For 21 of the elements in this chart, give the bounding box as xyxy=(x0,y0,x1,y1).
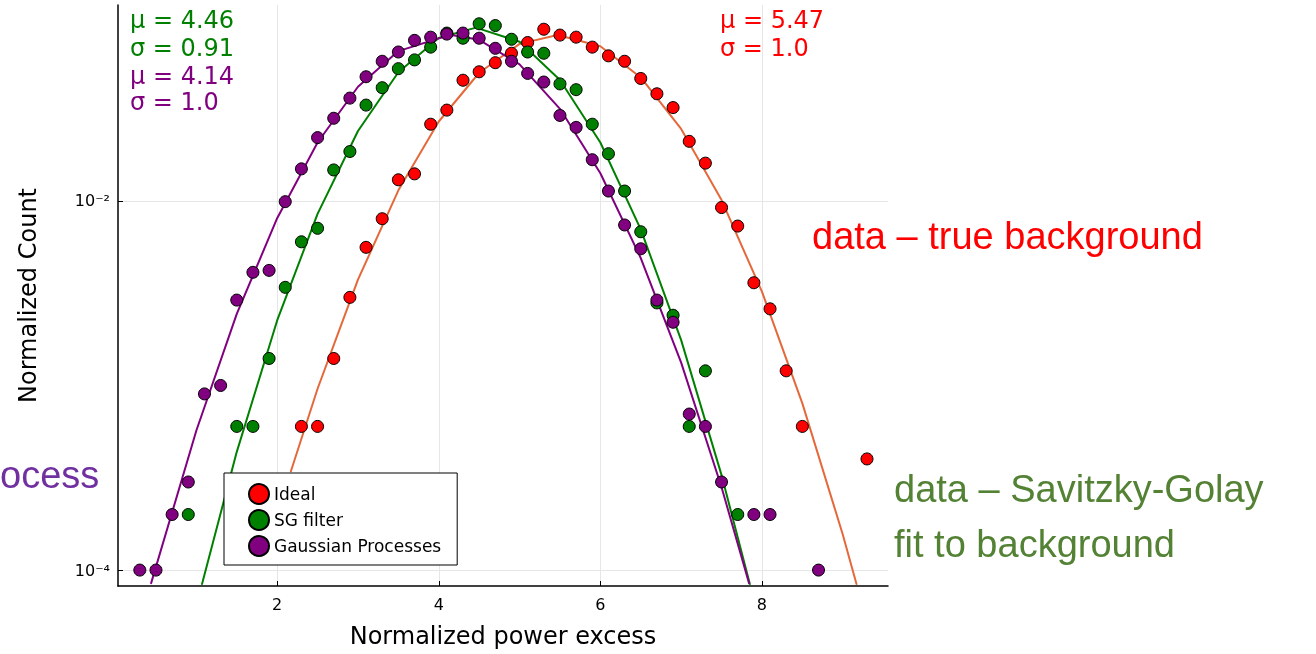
text: ocess xyxy=(0,454,100,496)
text: fit to background xyxy=(894,523,1175,565)
annotation: σ = 0.91 xyxy=(130,34,235,62)
annotation: σ = 1.0 xyxy=(720,34,809,62)
annotation: μ = 4.46 xyxy=(130,6,235,34)
y-axis-title: Normalized Count xyxy=(14,187,42,404)
legend-label: Ideal xyxy=(274,484,316,504)
x-tick-label: 8 xyxy=(756,594,768,614)
y-tick-label: 10⁻⁴ xyxy=(74,560,110,580)
annotation: data – true background xyxy=(812,215,1203,257)
legend-label: SG filter xyxy=(274,510,343,530)
annotation: μ = 5.47 xyxy=(720,6,825,34)
legend-label: Gaussian Processes xyxy=(274,536,442,556)
x-tick-label: 4 xyxy=(433,594,444,614)
x-axis-title: Normalized power excess xyxy=(349,622,657,650)
text: data – Savitzky-Golay xyxy=(894,468,1264,510)
annotation: σ = 1.0 xyxy=(130,88,219,116)
y-tick-label: 10⁻² xyxy=(74,191,110,211)
x-tick-label: 2 xyxy=(272,594,283,614)
annotation: μ = 4.14 xyxy=(130,62,235,90)
x-tick-label: 6 xyxy=(595,594,606,614)
